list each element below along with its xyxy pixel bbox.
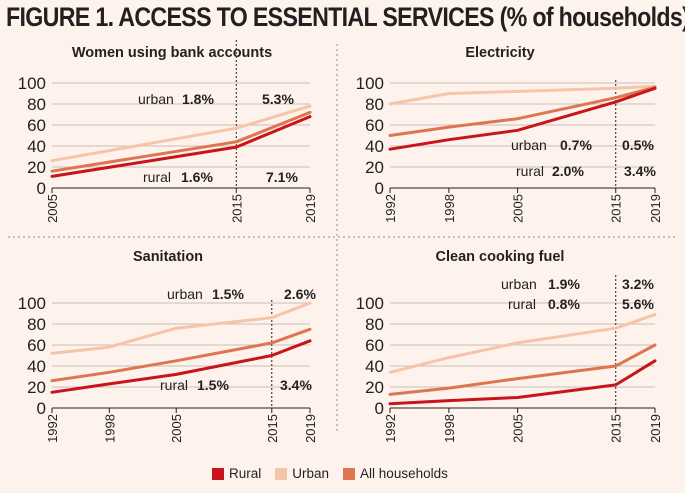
legend-label-urban: Urban xyxy=(292,466,330,481)
panel-4-y-tick-label: 80 xyxy=(365,315,384,334)
panel-2-y-tick-label: 0 xyxy=(375,179,384,198)
panel-3-y-tick-label: 80 xyxy=(27,315,46,334)
panel-2-title: Electricity xyxy=(465,45,534,61)
panel-2-annotation-urban-label: urban xyxy=(511,137,547,153)
panel-1-x-tick-label: 2005 xyxy=(45,194,60,223)
panel-3-annotation-urban-rate-left: 1.5% xyxy=(212,286,244,302)
panel-2-annotation-rural-label: rural xyxy=(516,163,544,179)
panel-3-annotation-rural-rate-left: 1.5% xyxy=(197,377,229,393)
panel-2-annotation-urban-rate-right: 0.5% xyxy=(622,137,654,153)
panel-4-annotation-urban-label: urban xyxy=(501,276,537,292)
panel-1-y-tick-label: 20 xyxy=(27,158,46,177)
panel-4-series-urban-line xyxy=(388,313,657,374)
panel-1-series-urban-line xyxy=(50,104,312,163)
panel-1-annotation-urban-rate-right: 5.3% xyxy=(262,91,294,107)
panel-2-y-tick-label: 40 xyxy=(365,137,384,156)
panel-4-y-tick-label: 20 xyxy=(365,378,384,397)
panel-3-annotation-urban-label: urban xyxy=(167,286,203,302)
panel-3-x-tick-label: 2019 xyxy=(303,414,318,443)
panel-2-annotation-rural-rate-right: 3.4% xyxy=(624,163,656,179)
legend-item-rural: Rural xyxy=(212,466,261,481)
panel-2-y-tick-label: 80 xyxy=(365,95,384,114)
panel-2-x-tick-label: 2005 xyxy=(511,194,526,223)
panel-1-series-all-line xyxy=(50,110,312,173)
panel-4-title: Clean cooking fuel xyxy=(436,249,565,265)
panel-2-x-tick-label: 2019 xyxy=(648,194,663,223)
panel-1-series-rural-line xyxy=(50,115,312,178)
panel-2-x-tick-label: 1998 xyxy=(442,194,457,223)
panel-1-annotation-urban-rate-left: 1.8% xyxy=(182,91,214,107)
panel-4-x-tick-label: 2015 xyxy=(609,414,624,443)
panel-1-annotation-rural-rate-right: 7.1% xyxy=(266,169,298,185)
panel-4-y-tick-label: 40 xyxy=(365,357,384,376)
panel-1-annotation-rural-label: rural xyxy=(143,169,171,185)
panel-1-title: Women using bank accounts xyxy=(72,45,272,61)
panel-3-series-urban-line xyxy=(50,301,312,355)
panel-3-y-tick-label: 20 xyxy=(27,378,46,397)
panel-1-x-tick-label: 2019 xyxy=(303,194,318,223)
panel-4-x-tick-label: 1998 xyxy=(442,414,457,443)
legend-swatch-urban xyxy=(275,467,288,480)
panel-3-series-all-line xyxy=(50,327,312,383)
panel-3-title: Sanitation xyxy=(133,249,203,265)
panel-1-y-tick-label: 80 xyxy=(27,95,46,114)
panel-2-series-all-line xyxy=(388,85,657,137)
panel-1-y-tick-label: 0 xyxy=(37,179,46,198)
panel-1-annotation-rural-rate-left: 1.6% xyxy=(181,169,213,185)
panel-3-annotation-rural-rate-right: 3.4% xyxy=(280,377,312,393)
panel-2-x-tick-label: 2015 xyxy=(609,194,624,223)
panel-2-x-tick-label: 1992 xyxy=(383,194,398,223)
panel-3-annotation-rural-label: rural xyxy=(160,377,188,393)
panel-3-y-tick-label: 40 xyxy=(27,357,46,376)
panel-1-y-tick-label: 100 xyxy=(18,74,46,93)
panel-4-annotation-rural-rate-left: 0.8% xyxy=(548,296,580,312)
panel-4-y-tick-label: 100 xyxy=(356,294,384,313)
panel-3-x-tick-label: 1992 xyxy=(45,414,60,443)
legend-swatch-all xyxy=(343,467,356,480)
panel-4-x-tick-label: 2019 xyxy=(648,414,663,443)
panel-2-y-tick-label: 20 xyxy=(365,158,384,177)
panel-2-series-urban-line xyxy=(388,84,657,106)
panel-1-y-tick-label: 60 xyxy=(27,116,46,135)
panel-4-annotation-rural-label: rural xyxy=(508,296,536,312)
panel-2-y-tick-label: 60 xyxy=(365,116,384,135)
panel-3-y-tick-label: 60 xyxy=(27,336,46,355)
panel-4-x-tick-label: 2005 xyxy=(511,414,526,443)
panel-2-y-tick-label: 100 xyxy=(356,74,384,93)
panel-1-y-tick-label: 40 xyxy=(27,137,46,156)
panel-1-annotation-urban-label: urban xyxy=(138,91,174,107)
panel-3-series-rural-line xyxy=(50,339,312,394)
panel-4-annotation-urban-rate-right: 3.2% xyxy=(622,276,654,292)
legend: Rural Urban All households xyxy=(212,466,448,481)
legend-item-urban: Urban xyxy=(275,466,329,481)
panel-3-x-tick-label: 2015 xyxy=(265,414,280,443)
legend-swatch-rural xyxy=(212,467,224,480)
figure-title: FIGURE 1. ACCESS TO ESSENTIAL SERVICES (… xyxy=(6,2,685,32)
legend-label-rural: Rural xyxy=(229,466,262,481)
panel-4-x-tick-label: 1992 xyxy=(383,414,398,443)
panel-2-series-rural-line xyxy=(388,86,657,151)
panel-3-annotation-urban-rate-right: 2.6% xyxy=(284,286,316,302)
legend-item-all: All households xyxy=(343,466,448,481)
panel-1-x-tick-label: 2015 xyxy=(229,194,244,223)
panel-2-annotation-urban-rate-left: 0.7% xyxy=(560,137,592,153)
legend-label-all: All households xyxy=(360,466,448,481)
panel-4-y-tick-label: 0 xyxy=(375,399,384,418)
panel-3-y-tick-label: 0 xyxy=(37,399,46,418)
panel-4-series-rural-line xyxy=(388,359,657,406)
panel-4-annotation-urban-rate-left: 1.9% xyxy=(548,276,580,292)
panel-2-annotation-rural-rate-left: 2.0% xyxy=(552,163,584,179)
panel-3-x-tick-label: 1998 xyxy=(102,414,117,443)
panel-3-x-tick-label: 2005 xyxy=(169,414,184,443)
panel-4-series-all-line xyxy=(388,343,657,396)
panel-3-y-tick-label: 100 xyxy=(18,294,46,313)
panel-4-annotation-rural-rate-right: 5.6% xyxy=(622,296,654,312)
panel-4-y-tick-label: 60 xyxy=(365,336,384,355)
